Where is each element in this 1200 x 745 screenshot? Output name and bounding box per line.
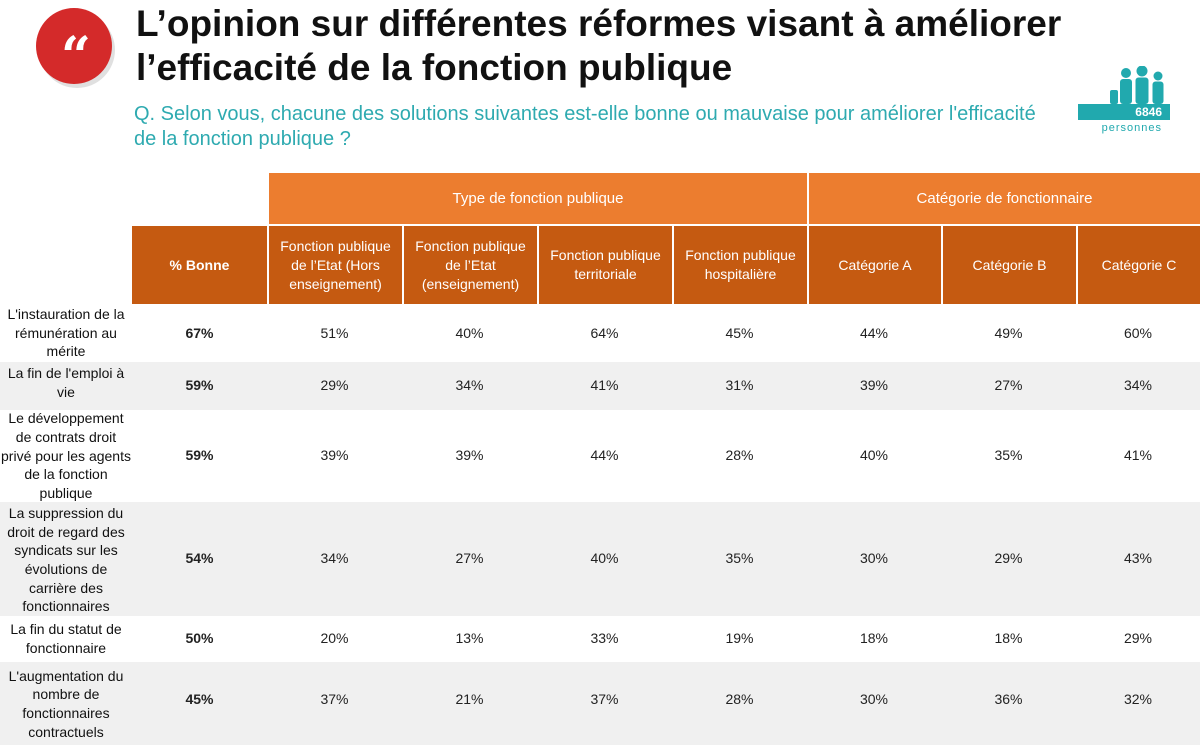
table-row [0,502,1200,616]
table-cell: 34% [320,550,349,566]
overall-value: 50% [185,630,214,646]
table-cell: 27% [455,550,484,566]
table-cell: 18% [994,630,1023,646]
table-cell: 35% [725,550,754,566]
table-cell: 29% [1123,630,1153,646]
column-header: Catégorie A [807,224,941,304]
table-cell: 18% [859,630,889,646]
survey-question: Q. Selon vous, chacune des solutions sui… [134,103,1036,150]
column-header: % Bonne [132,224,267,304]
column-header: Fonction publique de l’Etat (enseignemen… [402,224,537,304]
table-cell: 29% [994,550,1023,566]
overall-value: 54% [185,550,214,566]
table-cell: 19% [725,630,754,646]
column-header: Fonction publique territoriale [537,224,672,304]
table-cell: 37% [590,691,619,707]
column-header: Catégorie C [1076,224,1200,304]
table-cell: 30% [859,550,889,566]
row-label: L'augmentation du nombre de fonctionnair… [8,667,124,740]
row-label: La fin de l'emploi à vie [7,365,125,400]
table-cell: 44% [859,325,889,341]
table-cell: 13% [455,630,484,646]
table-cell: 34% [455,377,484,393]
row-label: Le développement de contrats droit privé… [1,410,131,502]
column-header: Fonction publique hospitalière [672,224,807,304]
group-header-type: Type de fonction publique [267,173,807,224]
table-row [0,362,1200,410]
table-cell: 51% [320,325,349,341]
page-title: L’opinion sur différentes réformes visan… [136,3,1062,88]
table-cell: 36% [994,691,1023,707]
table-cell: 40% [859,447,889,463]
table-cell: 43% [1123,550,1153,566]
people-group-icon [1110,66,1164,104]
sample-unit: personnes [1101,122,1162,134]
table-cell: 40% [455,325,484,341]
table-cell: 45% [725,325,754,341]
table-cell: 44% [590,447,619,463]
table-cell: 31% [725,377,754,393]
row-label: L'instauration de la rémunération au mér… [7,305,125,360]
table-cell: 28% [725,447,754,463]
table-row [0,662,1200,745]
table-cell: 27% [994,377,1023,393]
table-cell: 29% [320,377,349,393]
table-cell: 33% [590,630,619,646]
column-header: Catégorie B [941,224,1076,304]
table-cell: 20% [320,630,349,646]
overall-value: 45% [185,691,214,707]
table-cell: 37% [320,691,349,707]
overall-value: 67% [185,325,214,341]
table-cell: 28% [725,691,754,707]
overall-value: 59% [185,447,214,463]
quote-logo-icon: “ [36,8,112,84]
table-cell: 41% [1123,447,1153,463]
table-cell: 35% [994,447,1023,463]
row-label: La suppression du droit de regard des sy… [7,504,125,615]
overall-value: 59% [185,377,214,393]
table-cell: 39% [455,447,484,463]
table-cell: 39% [859,377,889,393]
table-cell: 39% [320,447,349,463]
table-cell: 41% [590,377,619,393]
table-cell: 40% [590,550,619,566]
table-cell: 49% [994,325,1023,341]
sample-badge: 6846 personnes [1078,66,1170,136]
table-cell: 30% [859,691,889,707]
row-label: La fin du statut de fonctionnaire [10,621,122,656]
sample-count: 6846 [1078,104,1170,120]
column-header: Fonction publique de l’Etat (Hors enseig… [267,224,402,304]
table-cell: 64% [590,325,619,341]
table-cell: 21% [455,691,484,707]
table-cell: 60% [1123,325,1153,341]
group-header-category: Catégorie de fonctionnaire [807,173,1200,224]
table-cell: 32% [1123,691,1153,707]
table-cell: 34% [1123,377,1153,393]
